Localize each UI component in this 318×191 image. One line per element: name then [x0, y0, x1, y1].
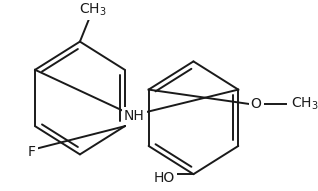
Text: F: F [28, 145, 36, 159]
Text: HO: HO [154, 171, 175, 185]
Text: CH$_3$: CH$_3$ [79, 2, 107, 18]
Text: CH$_3$: CH$_3$ [291, 96, 318, 112]
Text: NH: NH [124, 109, 145, 123]
Text: O: O [251, 97, 262, 111]
